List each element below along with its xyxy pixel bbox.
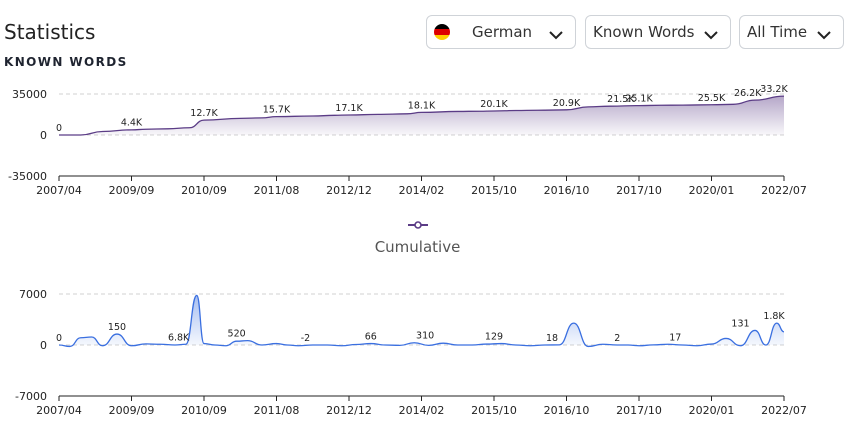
data-label: 20.1K — [480, 99, 508, 110]
data-label: 310 — [416, 331, 434, 342]
data-label: 25.5K — [698, 93, 726, 104]
y-tick-label: -7000 — [15, 390, 47, 403]
x-tick-label: 2016/10 — [544, 404, 590, 417]
x-tick-label: 2011/08 — [254, 404, 300, 417]
x-tick-label: 2016/10 — [544, 184, 590, 197]
metric-select-label: Known Words — [593, 23, 695, 41]
x-tick-label: 2014/02 — [399, 404, 445, 417]
data-label: 2 — [614, 333, 620, 344]
data-label: 26.2K — [734, 88, 762, 99]
section-label: KNOWN WORDS — [4, 55, 128, 69]
germany-flag-icon — [434, 24, 450, 40]
series-area — [59, 96, 784, 135]
data-label: 21.5K — [607, 94, 635, 105]
flag-stripe-top — [434, 24, 450, 30]
data-label: 25.1K — [625, 94, 653, 105]
language-select[interactable]: German — [426, 15, 576, 49]
x-tick-label: 2012/12 — [326, 184, 372, 197]
data-label: 0 — [56, 333, 62, 344]
flag-stripe-bottom — [434, 34, 450, 40]
metric-select[interactable]: Known Words — [585, 15, 731, 49]
data-label: 17.1K — [335, 103, 363, 114]
x-tick-label: 2011/08 — [254, 184, 300, 197]
y-tick-label: -35000 — [8, 170, 47, 183]
language-select-label: German — [472, 23, 533, 41]
chart-legend[interactable]: Cumulative — [0, 215, 835, 256]
chevron-down-icon — [549, 26, 563, 44]
x-tick-label: 2010/09 — [181, 404, 227, 417]
data-label: 0 — [56, 123, 62, 134]
x-tick-label: 2022/07 — [761, 404, 807, 417]
x-tick-label: 2010/09 — [181, 184, 227, 197]
page-title: Statistics — [4, 20, 96, 44]
data-label: 33.2K — [760, 84, 788, 95]
data-label: 15.7K — [263, 105, 291, 116]
x-tick-label: 2022/07 — [761, 184, 807, 197]
x-tick-label: 2007/04 — [36, 404, 82, 417]
x-tick-label: 2015/10 — [471, 404, 517, 417]
data-label: 520 — [228, 329, 246, 340]
data-label: 6.8K — [168, 332, 190, 343]
x-tick-label: 2009/09 — [109, 404, 155, 417]
chevron-down-icon — [817, 26, 831, 44]
data-label: 66 — [365, 332, 377, 343]
data-label: 1.8K — [763, 311, 785, 322]
legend-label: Cumulative — [374, 238, 461, 256]
data-label: -2 — [301, 333, 310, 344]
data-label: 150 — [108, 322, 126, 333]
x-tick-label: 2007/04 — [36, 184, 82, 197]
x-tick-label: 2017/10 — [616, 184, 662, 197]
x-tick-label: 2020/01 — [689, 184, 735, 197]
data-label: 12.7K — [190, 108, 218, 119]
data-label: 18 — [546, 333, 558, 344]
x-tick-label: 2009/09 — [109, 184, 155, 197]
data-label: 18.1K — [408, 100, 436, 111]
x-tick-label: 2014/02 — [399, 184, 445, 197]
data-label: 129 — [485, 332, 503, 343]
flag-stripe-middle — [434, 29, 450, 35]
data-label: 131 — [731, 318, 749, 329]
range-select-label: All Time — [747, 23, 808, 41]
series-line — [58, 294, 785, 348]
chevron-down-icon — [704, 26, 718, 44]
data-label: 17 — [669, 332, 681, 343]
y-tick-label: 0 — [40, 339, 47, 352]
y-tick-label: 35000 — [12, 88, 47, 101]
x-tick-label: 2012/12 — [326, 404, 372, 417]
x-tick-label: 2017/10 — [616, 404, 662, 417]
range-select[interactable]: All Time — [739, 15, 844, 49]
x-tick-label: 2015/10 — [471, 184, 517, 197]
data-label: 20.9K — [553, 98, 581, 109]
x-tick-label: 2020/01 — [689, 404, 735, 417]
data-label: 4.4K — [121, 117, 143, 128]
y-tick-label: 7000 — [19, 288, 47, 301]
legend-marker-icon — [407, 221, 428, 229]
series-line — [59, 95, 785, 136]
y-tick-label: 0 — [40, 129, 47, 142]
